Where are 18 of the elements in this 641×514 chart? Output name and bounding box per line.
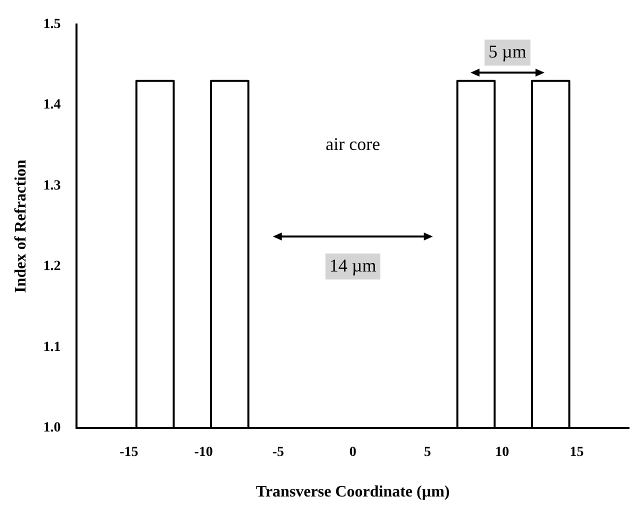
x-tick-label: -15 — [120, 445, 138, 460]
y-tick-label: 1.5 — [43, 17, 61, 32]
annotation: air core — [326, 134, 380, 154]
y-tick-label: 1.0 — [43, 420, 61, 436]
x-tick-label: 15 — [570, 445, 584, 460]
annotation: 5 µm — [488, 41, 526, 62]
x-tick-label: -5 — [272, 445, 284, 460]
x-tick-label: -10 — [194, 445, 213, 460]
y-axis-title: Index of Refraction — [12, 159, 30, 293]
y-tick-label: 1.1 — [43, 340, 61, 355]
y-tick-label: 1.2 — [43, 259, 61, 274]
y-tick-label: 1.4 — [43, 98, 61, 113]
x-tick-label: 10 — [495, 445, 510, 460]
x-tick-label: 5 — [424, 445, 431, 460]
y-tick-label: 1.3 — [43, 178, 61, 194]
x-axis-title: Transverse Coordinate (µm) — [256, 484, 450, 501]
x-tick-label: 0 — [349, 445, 356, 460]
annotation: 14 µm — [329, 255, 376, 276]
